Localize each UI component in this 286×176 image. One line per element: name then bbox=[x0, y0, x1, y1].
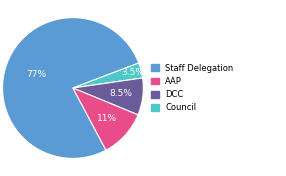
Wedge shape bbox=[73, 78, 143, 115]
Text: 3.5%: 3.5% bbox=[122, 68, 144, 77]
Wedge shape bbox=[3, 18, 139, 158]
Wedge shape bbox=[73, 63, 143, 88]
Text: 77%: 77% bbox=[27, 70, 47, 79]
Text: 11%: 11% bbox=[97, 114, 117, 123]
Text: 8.5%: 8.5% bbox=[109, 89, 132, 98]
Legend: Staff Delegation, AAP, DCC, Council: Staff Delegation, AAP, DCC, Council bbox=[151, 64, 233, 112]
Wedge shape bbox=[73, 88, 138, 150]
